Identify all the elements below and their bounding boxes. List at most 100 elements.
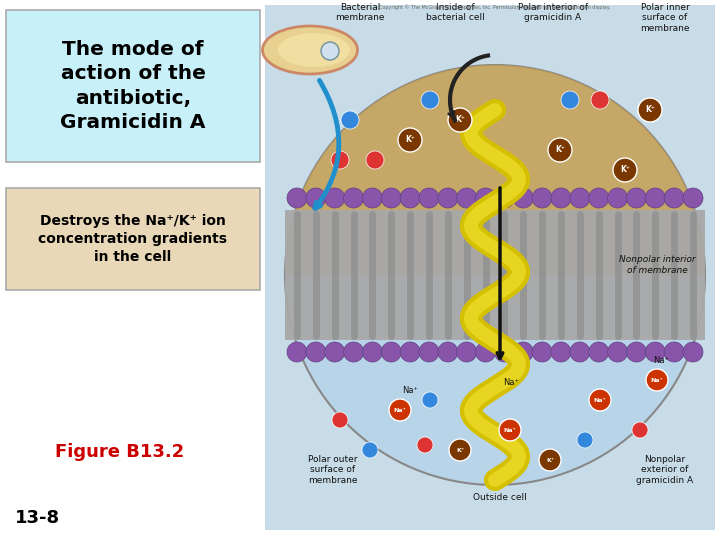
Circle shape: [419, 342, 439, 362]
Text: Polar interior of
gramicidin A: Polar interior of gramicidin A: [518, 3, 588, 22]
Circle shape: [331, 151, 349, 169]
Text: The mode of
action of the
antibiotic,
Gramicidin A: The mode of action of the antibiotic, Gr…: [60, 40, 206, 132]
Text: Na⁺: Na⁺: [651, 377, 663, 382]
Circle shape: [664, 342, 684, 362]
FancyBboxPatch shape: [6, 10, 260, 162]
Text: Na⁺: Na⁺: [593, 397, 606, 402]
Text: K⁺: K⁺: [645, 105, 655, 114]
Circle shape: [325, 342, 345, 362]
Circle shape: [325, 188, 345, 208]
Text: K⁺: K⁺: [546, 457, 554, 462]
FancyBboxPatch shape: [6, 188, 260, 290]
Text: K⁺: K⁺: [620, 165, 630, 174]
Circle shape: [638, 98, 662, 122]
Circle shape: [332, 412, 348, 428]
Text: Na⁺: Na⁺: [402, 386, 418, 395]
Text: 13-8: 13-8: [15, 509, 60, 527]
Text: Nonpolar interior
of membrane: Nonpolar interior of membrane: [618, 255, 696, 275]
Circle shape: [645, 342, 665, 362]
Circle shape: [366, 151, 384, 169]
FancyBboxPatch shape: [285, 210, 705, 340]
Circle shape: [513, 188, 534, 208]
Circle shape: [341, 111, 359, 129]
Circle shape: [570, 342, 590, 362]
Circle shape: [400, 188, 420, 208]
Circle shape: [419, 188, 439, 208]
Text: Polar outer
surface of
membrane: Polar outer surface of membrane: [308, 455, 358, 485]
Circle shape: [306, 188, 326, 208]
Circle shape: [306, 342, 326, 362]
Text: K⁺: K⁺: [456, 448, 464, 453]
Circle shape: [646, 369, 668, 391]
Ellipse shape: [263, 26, 358, 74]
Circle shape: [438, 188, 458, 208]
Text: Inside of
bacterial cell: Inside of bacterial cell: [426, 3, 485, 22]
Circle shape: [287, 188, 307, 208]
Text: Polar inner
surface of
membrane: Polar inner surface of membrane: [640, 3, 690, 33]
Circle shape: [362, 442, 378, 458]
Circle shape: [382, 188, 401, 208]
Ellipse shape: [278, 33, 350, 67]
Text: Figure B13.2: Figure B13.2: [55, 443, 184, 461]
Circle shape: [495, 342, 514, 362]
Circle shape: [551, 342, 571, 362]
Circle shape: [382, 342, 401, 362]
Circle shape: [591, 91, 609, 109]
Circle shape: [608, 342, 628, 362]
Circle shape: [589, 342, 608, 362]
Circle shape: [664, 188, 684, 208]
Circle shape: [495, 188, 514, 208]
Circle shape: [589, 389, 611, 411]
Circle shape: [421, 91, 439, 109]
Text: Bacterial
membrane: Bacterial membrane: [336, 3, 384, 22]
Text: Copyright © The McGraw-Hill Companies, Inc. Permission required for reproduction: Copyright © The McGraw-Hill Companies, I…: [379, 4, 611, 10]
Text: K⁺: K⁺: [455, 116, 465, 125]
Circle shape: [683, 342, 703, 362]
Circle shape: [456, 188, 477, 208]
Circle shape: [589, 188, 608, 208]
Circle shape: [632, 422, 648, 438]
Circle shape: [499, 419, 521, 441]
Circle shape: [285, 65, 705, 485]
Circle shape: [532, 342, 552, 362]
Circle shape: [448, 108, 472, 132]
Text: K⁺: K⁺: [555, 145, 565, 154]
Circle shape: [398, 128, 422, 152]
Circle shape: [476, 188, 495, 208]
Circle shape: [548, 138, 572, 162]
Text: Outside cell: Outside cell: [473, 492, 527, 502]
Circle shape: [422, 392, 438, 408]
Circle shape: [449, 439, 471, 461]
Circle shape: [362, 342, 382, 362]
Text: Na⁺: Na⁺: [653, 356, 669, 365]
Circle shape: [417, 437, 433, 453]
Circle shape: [551, 188, 571, 208]
Circle shape: [400, 342, 420, 362]
Circle shape: [343, 342, 364, 362]
Circle shape: [476, 342, 495, 362]
Circle shape: [626, 342, 647, 362]
Text: Na⁺: Na⁺: [394, 408, 406, 413]
Circle shape: [389, 399, 411, 421]
Text: Nonpolar
exterior of
gramicidin A: Nonpolar exterior of gramicidin A: [636, 455, 693, 485]
Circle shape: [513, 342, 534, 362]
Circle shape: [456, 342, 477, 362]
Text: K⁺: K⁺: [405, 136, 415, 145]
Circle shape: [343, 188, 364, 208]
Circle shape: [362, 188, 382, 208]
Circle shape: [608, 188, 628, 208]
Circle shape: [438, 342, 458, 362]
Circle shape: [613, 158, 637, 182]
Text: Na⁺: Na⁺: [503, 428, 516, 433]
Circle shape: [683, 188, 703, 208]
Circle shape: [532, 188, 552, 208]
FancyBboxPatch shape: [265, 5, 715, 530]
Circle shape: [577, 432, 593, 448]
Text: Destroys the Na⁺/K⁺ ion
concentration gradients
in the cell: Destroys the Na⁺/K⁺ ion concentration gr…: [38, 214, 228, 265]
Circle shape: [570, 188, 590, 208]
Circle shape: [321, 42, 339, 60]
Circle shape: [645, 188, 665, 208]
Circle shape: [626, 188, 647, 208]
Circle shape: [287, 342, 307, 362]
Circle shape: [539, 449, 561, 471]
